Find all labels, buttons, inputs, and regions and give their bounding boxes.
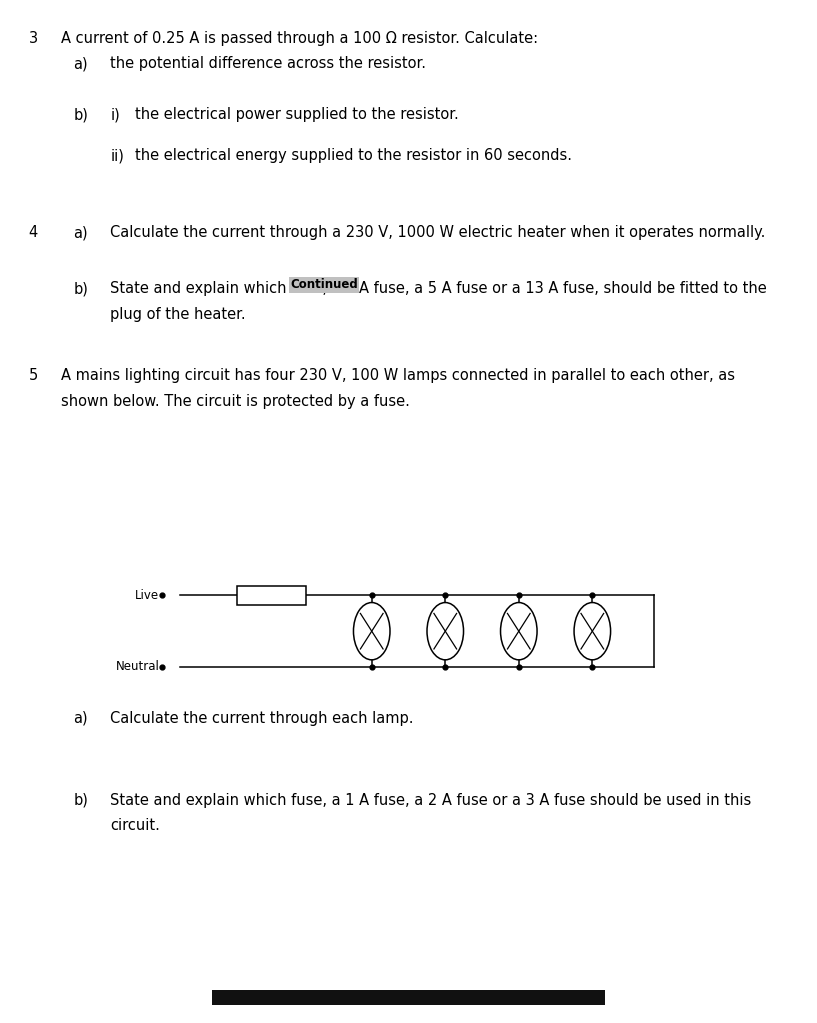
Text: b): b) (74, 281, 88, 297)
Text: A mains lighting circuit has four 230 V, 100 W lamps connected in parallel to ea: A mains lighting circuit has four 230 V,… (61, 368, 735, 384)
Text: b): b) (74, 793, 88, 808)
Text: the electrical power supplied to the resistor.: the electrical power supplied to the res… (135, 107, 458, 123)
Text: a): a) (74, 56, 88, 72)
Text: a): a) (74, 711, 88, 726)
Ellipse shape (574, 603, 610, 660)
Text: Neutral: Neutral (115, 661, 159, 673)
Text: the potential difference across the resistor.: the potential difference across the resi… (110, 56, 426, 72)
Text: Calculate the current through each lamp.: Calculate the current through each lamp. (110, 711, 413, 726)
Text: plug of the heater.: plug of the heater. (110, 307, 246, 322)
Text: 4: 4 (29, 225, 38, 240)
Text: circuit.: circuit. (110, 818, 160, 834)
Ellipse shape (354, 603, 390, 660)
Text: a): a) (74, 225, 88, 240)
Text: the electrical energy supplied to the resistor in 60 seconds.: the electrical energy supplied to the re… (135, 148, 572, 164)
Text: Continued: Continued (290, 278, 358, 292)
Text: ii): ii) (110, 148, 124, 164)
Text: State and explain which fuse, a 3 A fuse, a 5 A fuse or a 13 A fuse, should be f: State and explain which fuse, a 3 A fuse… (110, 281, 767, 297)
Text: 3: 3 (29, 31, 38, 46)
Text: A current of 0.25 A is passed through a 100 Ω resistor. Calculate:: A current of 0.25 A is passed through a … (61, 31, 538, 46)
Text: i): i) (110, 107, 120, 123)
Text: Live: Live (135, 589, 159, 602)
Text: State and explain which fuse, a 1 A fuse, a 2 A fuse or a 3 A fuse should be use: State and explain which fuse, a 1 A fuse… (110, 793, 752, 808)
FancyBboxPatch shape (212, 990, 605, 1005)
Text: b): b) (74, 107, 88, 123)
Text: Calculate the current through a 230 V, 1000 W electric heater when it operates n: Calculate the current through a 230 V, 1… (110, 225, 766, 240)
FancyBboxPatch shape (237, 586, 306, 605)
Text: shown below. The circuit is protected by a fuse.: shown below. The circuit is protected by… (61, 394, 410, 409)
Ellipse shape (427, 603, 463, 660)
Text: 5: 5 (29, 368, 38, 384)
Ellipse shape (501, 603, 537, 660)
